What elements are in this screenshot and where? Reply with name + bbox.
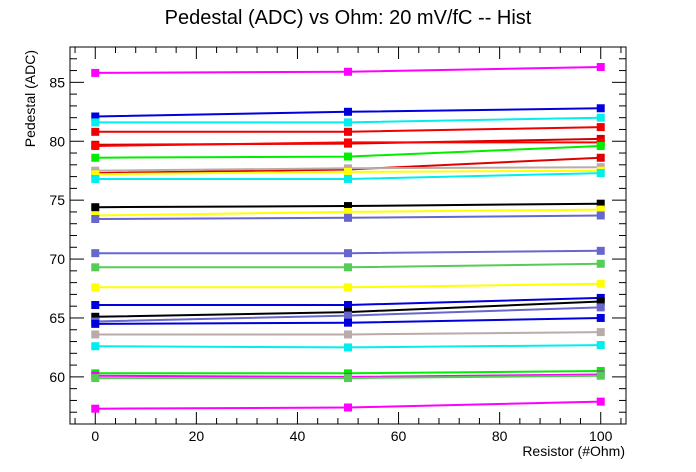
series-7	[91, 141, 605, 162]
series-4	[91, 123, 605, 136]
data-point	[91, 342, 100, 351]
data-point	[596, 313, 605, 322]
data-point	[596, 279, 605, 288]
data-point	[344, 174, 352, 183]
data-point	[344, 330, 352, 339]
series-12	[91, 199, 605, 212]
series-18	[91, 293, 605, 310]
data-point	[344, 202, 352, 211]
data-point	[596, 297, 605, 306]
x-tick-label: 20	[189, 428, 205, 444]
series-1	[91, 63, 605, 77]
data-point	[91, 215, 100, 224]
x-tick-label: 80	[492, 428, 508, 444]
data-point	[344, 213, 352, 222]
data-point	[91, 174, 100, 183]
series-21	[91, 313, 605, 328]
data-point	[91, 112, 100, 121]
y-tick-label: 65	[49, 310, 65, 326]
x-axis-title: Resistor (#Ohm)	[522, 443, 625, 459]
data-point	[91, 68, 100, 77]
y-tick-label: 70	[49, 251, 65, 267]
data-point	[91, 312, 100, 321]
data-point	[91, 153, 100, 162]
y-tick-label: 75	[49, 192, 65, 208]
data-point	[344, 118, 352, 127]
data-point	[91, 170, 100, 179]
data-point	[596, 123, 605, 132]
chart-title: Pedestal (ADC) vs Ohm: 20 mV/fC -- Hist	[165, 7, 532, 29]
data-point	[596, 371, 605, 380]
series-11	[91, 169, 605, 183]
data-point	[344, 127, 352, 136]
data-point	[344, 374, 352, 383]
series-3	[91, 113, 605, 127]
data-point	[344, 283, 352, 292]
data-point	[91, 263, 100, 272]
data-point	[596, 328, 605, 337]
data-point	[91, 374, 100, 383]
data-point	[344, 167, 352, 176]
data-point	[596, 169, 605, 178]
data-point	[596, 104, 605, 113]
data-point	[344, 138, 352, 147]
data-point	[596, 205, 605, 214]
data-point	[344, 107, 352, 116]
data-point	[91, 319, 100, 328]
x-tick-label: 100	[589, 428, 613, 444]
data-point	[344, 318, 352, 327]
data-point	[344, 311, 352, 320]
data-point	[91, 118, 100, 127]
data-point	[344, 263, 352, 272]
data-point	[344, 249, 352, 258]
x-tick-label: 60	[391, 428, 407, 444]
data-point	[91, 203, 100, 212]
data-point	[344, 301, 352, 310]
data-point	[91, 141, 100, 150]
data-point	[91, 404, 100, 413]
x-tick-label: 40	[290, 428, 306, 444]
series-2	[91, 104, 605, 121]
axes: 0 20 40 60 80 100 60 65 70 75 80 85	[49, 46, 627, 444]
data-point	[344, 152, 352, 161]
data-point	[91, 249, 100, 258]
y-axis-title: Pedestal (ADC)	[22, 50, 38, 147]
data-point	[344, 343, 352, 352]
data-point	[596, 211, 605, 220]
series-14	[91, 211, 605, 224]
data-point	[596, 341, 605, 350]
data-point	[91, 283, 100, 292]
data-point	[596, 63, 605, 72]
data-point	[596, 141, 605, 150]
data-point	[91, 301, 100, 310]
data-point	[596, 259, 605, 268]
y-tick-label: 85	[49, 74, 65, 90]
series-22	[91, 328, 605, 339]
y-tick-label: 60	[49, 369, 65, 385]
data-point	[91, 127, 100, 136]
series-15	[91, 246, 605, 258]
series-26	[91, 371, 605, 383]
data-point	[596, 246, 605, 255]
plot-frame	[69, 46, 627, 425]
series-16	[91, 259, 605, 272]
series-23	[91, 341, 605, 352]
data-point	[91, 330, 100, 339]
data-point	[596, 199, 605, 208]
data-point	[596, 303, 605, 312]
data-point	[344, 207, 352, 216]
data-point	[344, 67, 352, 76]
y-tick-label: 80	[49, 133, 65, 149]
series-17	[91, 279, 605, 292]
data-point	[596, 397, 605, 406]
x-tick-label: 0	[91, 428, 99, 444]
data-point	[596, 153, 605, 162]
data-point	[344, 403, 352, 412]
series-layer	[91, 63, 605, 413]
series-27	[91, 397, 605, 413]
data-point	[596, 113, 605, 122]
